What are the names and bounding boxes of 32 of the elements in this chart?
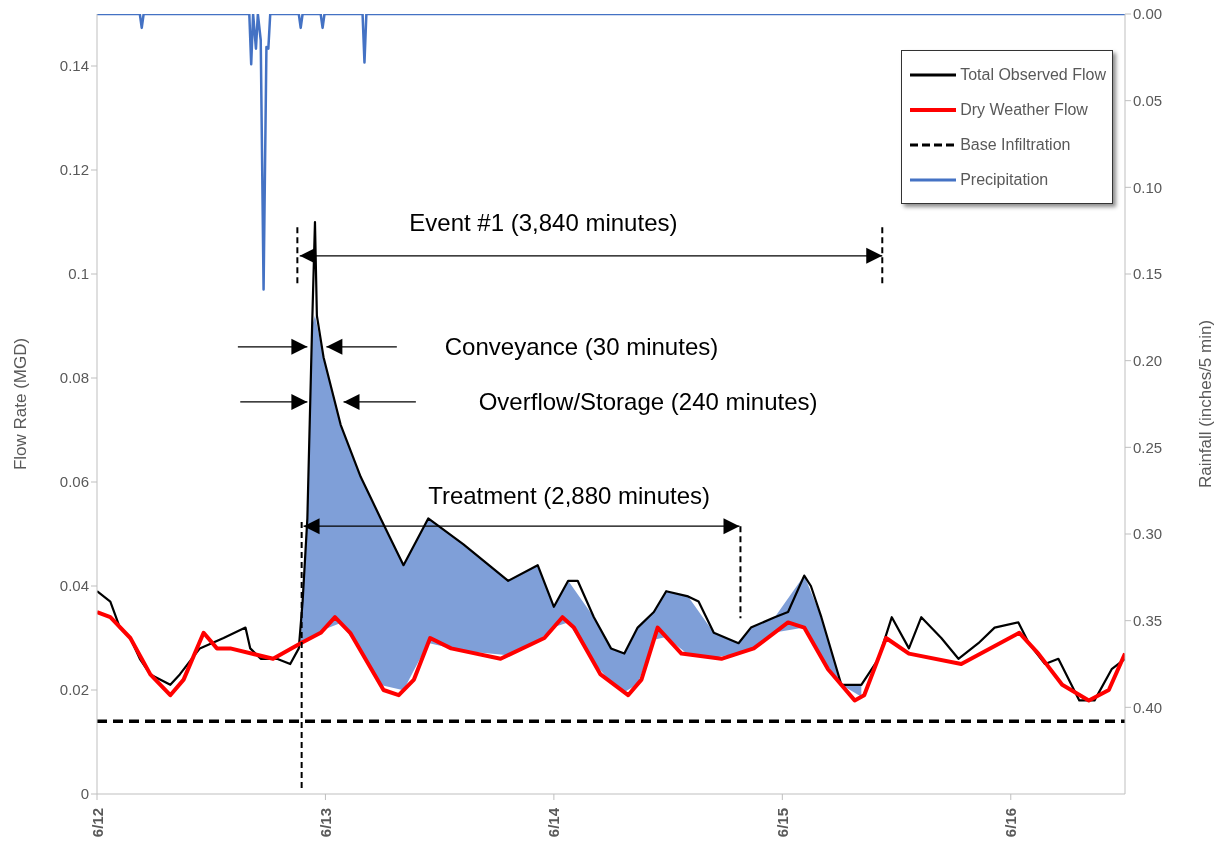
y-tick-label: 0.14	[59, 57, 89, 75]
x-tick-label: 6/15	[773, 808, 791, 838]
y-tick-label: 0	[80, 785, 89, 803]
annotation: Treatment (2,880 minutes)	[428, 481, 711, 509]
y2-tick-label: 0.20	[1133, 351, 1163, 369]
y2-tick-label: 0.25	[1133, 438, 1163, 456]
legend-label: Precipitation	[960, 170, 1049, 189]
y2-tick-label: 0.15	[1133, 265, 1163, 283]
annotation: Conveyance (30 minutes)	[444, 333, 719, 361]
y2-tick-label: 0.10	[1133, 178, 1163, 196]
y-tick-label: 0.08	[59, 369, 89, 387]
x-tick-label: 6/14	[545, 807, 563, 838]
x-tick-label: 6/12	[88, 808, 106, 838]
y2-axis-title: Rainfall (inches/5 min)	[1195, 319, 1215, 489]
legend-label: Total Observed Flow	[960, 65, 1106, 84]
y2-tick-label: 0.05	[1133, 91, 1163, 109]
x-tick-label: 6/13	[316, 808, 334, 838]
annotation: Overflow/Storage (240 minutes)	[478, 388, 818, 416]
y-tick-label: 0.02	[59, 681, 89, 699]
annotation: Event #1 (3,840 minutes)	[409, 208, 678, 236]
x-tick-label: 6/16	[1002, 808, 1020, 838]
y-axis-title: Flow Rate (MGD)	[10, 337, 30, 471]
y2-tick-label: 0.35	[1133, 611, 1163, 629]
legend-label: Dry Weather Flow	[960, 100, 1088, 119]
y-tick-label: 0.12	[59, 161, 89, 179]
y-tick-label: 0.06	[59, 473, 89, 491]
legend-label: Base Infiltration	[960, 135, 1071, 154]
y2-tick-label: 0.00	[1133, 5, 1163, 23]
y-tick-label: 0.1	[68, 265, 89, 283]
y2-tick-label: 0.40	[1133, 698, 1163, 716]
y-tick-label: 0.04	[59, 577, 89, 595]
y2-tick-label: 0.30	[1133, 525, 1163, 543]
